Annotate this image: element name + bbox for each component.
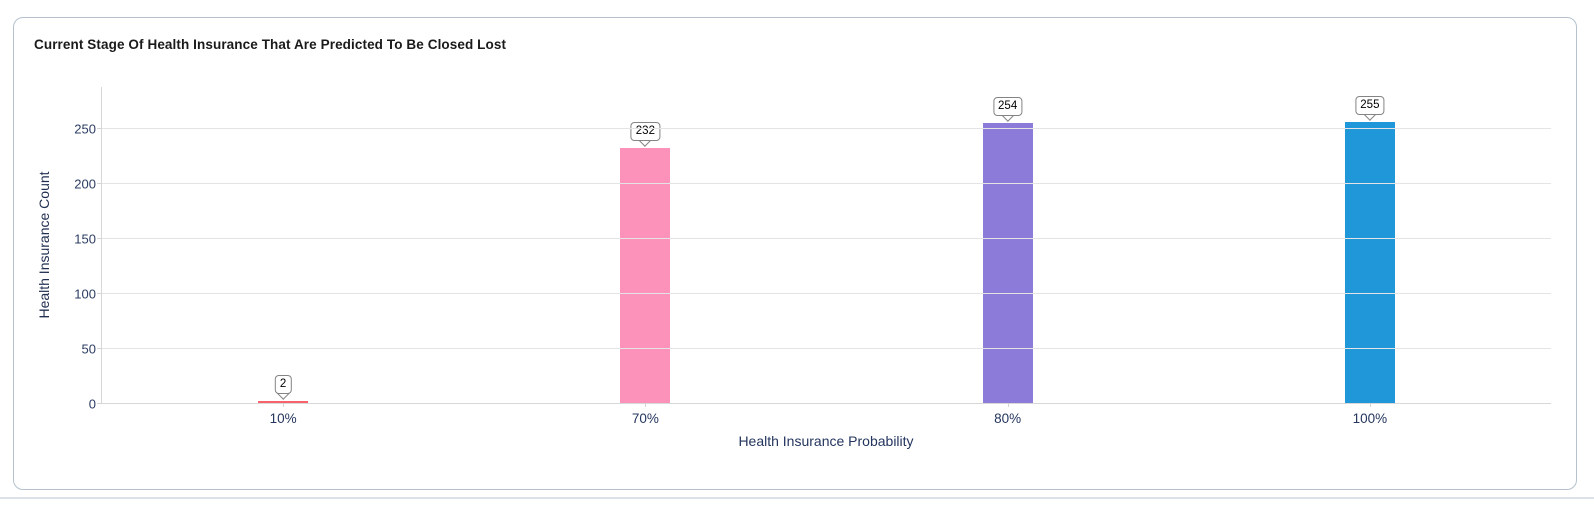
y-axis-tick-labels: 0 50 100 150 200 250 — [56, 87, 96, 411]
gridline-50 — [102, 347, 1551, 349]
plot-area: 2 10% 232 70% 254 80% 255 100% — [97, 87, 1551, 426]
bar-10%[interactable] — [258, 400, 309, 403]
y-tick-mark-250 — [97, 127, 102, 129]
x-tick-mark-100% — [1369, 403, 1371, 407]
y-axis-title: Health Insurance Count — [36, 171, 52, 319]
y-tick-label-0: 0 — [88, 396, 96, 412]
y-tick-mark-100 — [97, 292, 102, 294]
x-axis-title: Health Insurance Probability — [738, 433, 914, 449]
bar-columns: 2 10% 232 70% 254 80% 255 100% — [102, 87, 1551, 426]
category-column-70%: 232 70% — [464, 87, 826, 426]
x-tick-mark-80% — [1007, 403, 1009, 407]
x-tick-label-100%: 100% — [1352, 411, 1388, 426]
category-column-100%: 255 100% — [1189, 87, 1551, 426]
x-tick-label-70%: 70% — [631, 411, 659, 426]
bar-value-callout-100%: 255 — [1355, 96, 1385, 122]
x-tick-mark-10% — [283, 403, 285, 407]
bar-80%[interactable] — [982, 123, 1033, 403]
bar-value-callout-80%: 254 — [993, 97, 1023, 123]
y-tick-mark-0 — [97, 403, 102, 404]
x-tick-label-80%: 80% — [994, 411, 1022, 426]
y-tick-label-250: 250 — [74, 121, 96, 137]
chart-card: Current Stage Of Health Insurance That A… — [13, 17, 1577, 490]
gridline-250 — [102, 127, 1551, 129]
y-tick-label-200: 200 — [74, 176, 96, 192]
bar-100%[interactable] — [1344, 122, 1395, 403]
bar-value-callout-70%: 232 — [630, 121, 660, 147]
bar-value-label-80%: 254 — [993, 97, 1023, 117]
chart-title: Current Stage Of Health Insurance That A… — [34, 37, 507, 52]
y-tick-label-150: 150 — [74, 231, 96, 247]
x-tick-label-10%: 10% — [269, 411, 297, 426]
gridline-200 — [102, 182, 1551, 184]
bar-value-label-70%: 232 — [630, 121, 660, 141]
bar-value-label-100%: 255 — [1355, 96, 1385, 116]
bar-value-callout-10%: 2 — [274, 374, 292, 400]
y-tick-mark-200 — [97, 182, 102, 184]
y-tick-label-100: 100 — [74, 286, 96, 302]
y-tick-mark-150 — [97, 237, 102, 239]
bar-value-label-10%: 2 — [274, 374, 292, 394]
category-column-10%: 2 10% — [102, 87, 464, 426]
y-tick-label-50: 50 — [81, 341, 96, 357]
gridline-100 — [102, 292, 1551, 294]
bar-70%[interactable] — [620, 147, 671, 403]
next-card-top-edge — [0, 497, 1594, 499]
x-tick-mark-70% — [645, 403, 647, 407]
y-tick-mark-50 — [97, 347, 102, 349]
gridline-150 — [102, 237, 1551, 239]
category-column-80%: 254 80% — [827, 87, 1189, 426]
